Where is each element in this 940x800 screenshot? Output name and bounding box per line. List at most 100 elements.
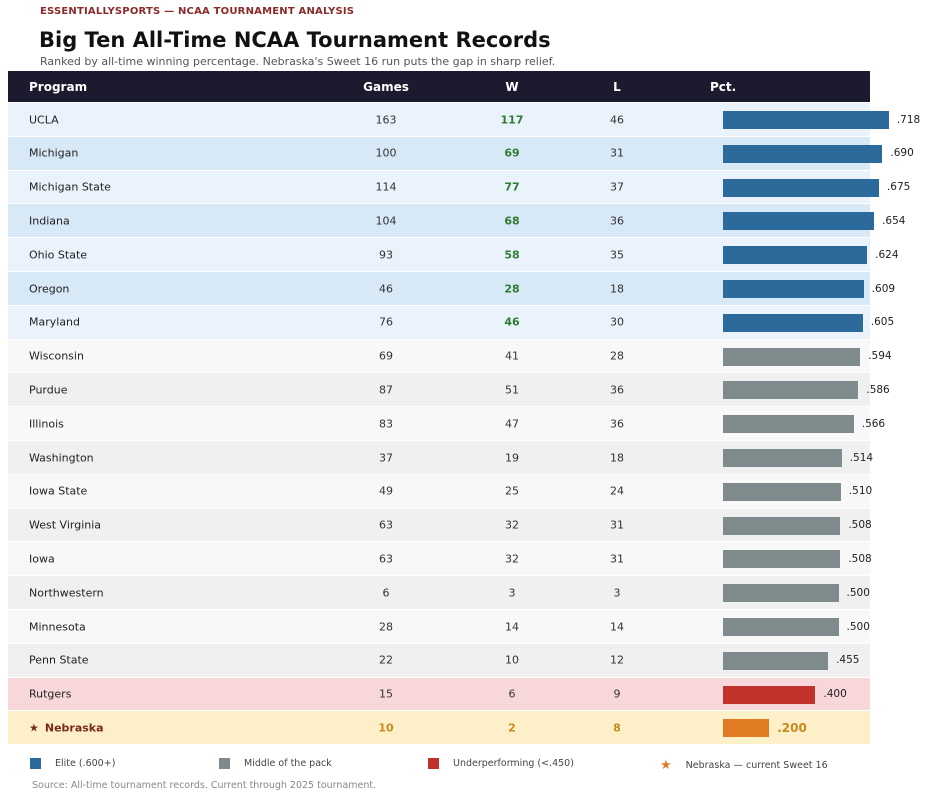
- pct-label: .500: [846, 620, 870, 633]
- losses-cell: 12: [610, 653, 624, 667]
- pct-label: .690: [890, 147, 914, 160]
- wins-cell: 77: [504, 180, 520, 194]
- pct-label: .508: [848, 552, 872, 565]
- games-cell: 163: [375, 113, 397, 126]
- star-icon: ★: [660, 758, 672, 773]
- wins-cell: 68: [504, 214, 520, 228]
- wins-cell: 28: [504, 282, 520, 295]
- games-cell: 10: [378, 721, 394, 735]
- program-name: Michigan State: [29, 180, 111, 194]
- page-title: Big Ten All-Time NCAA Tournament Records: [39, 28, 551, 52]
- pct-bar: [723, 212, 875, 231]
- program-name: UCLA: [29, 113, 59, 126]
- wins-cell: 69: [504, 146, 520, 160]
- pct-bar: [723, 651, 829, 670]
- wins-cell: 51: [505, 383, 519, 397]
- pct-bar: [723, 381, 859, 400]
- wins-cell: 10: [505, 653, 519, 667]
- pct-label: .609: [871, 282, 896, 295]
- table-row: UCLA 163 117 46 .718: [8, 102, 920, 136]
- games-cell: 6: [382, 586, 390, 600]
- pct-label: .508: [848, 519, 872, 532]
- pct-label: .586: [866, 383, 890, 396]
- table-row: Minnesota 28 14 14 .500: [8, 609, 870, 643]
- losses-cell: 8: [613, 721, 621, 735]
- program-name: ★ Nebraska: [29, 721, 104, 735]
- table-row: Michigan 100 69 31 .690: [8, 135, 914, 170]
- wins-cell: 47: [505, 417, 519, 431]
- program-name: Oregon: [29, 282, 70, 295]
- table-row: Michigan State 114 77 37 .675: [8, 169, 910, 204]
- table-row: Oregon 46 28 18 .609: [8, 271, 895, 305]
- wins-cell: 2: [508, 721, 516, 735]
- program-name: Illinois: [29, 417, 64, 431]
- wins-cell: 25: [505, 484, 519, 498]
- pct-bar: [723, 584, 839, 603]
- program-name: Washington: [29, 451, 94, 464]
- table-row: Iowa State 49 25 24 .510: [8, 473, 872, 508]
- pct-label: .500: [846, 586, 870, 599]
- wins-cell: 14: [505, 620, 519, 633]
- program-name: Ohio State: [29, 248, 88, 262]
- games-cell: 49: [379, 484, 393, 498]
- col-games: Games: [363, 79, 409, 94]
- pct-bar: [723, 347, 861, 366]
- legend-item: Underperforming (<.450): [428, 758, 574, 769]
- games-cell: 46: [379, 282, 393, 295]
- col-pct: Pct.: [710, 79, 737, 94]
- pct-bar: [723, 415, 854, 434]
- games-cell: 69: [379, 349, 393, 363]
- wins-cell: 6: [508, 687, 516, 701]
- losses-cell: 18: [610, 451, 624, 464]
- program-name: West Virginia: [29, 518, 102, 532]
- games-cell: 63: [379, 552, 393, 566]
- losses-cell: 3: [613, 586, 621, 600]
- pct-bar: [723, 280, 864, 298]
- col-l: L: [613, 79, 621, 94]
- legend-swatch: [219, 758, 230, 769]
- pct-bar: [723, 144, 883, 163]
- program-name: Michigan: [29, 146, 79, 160]
- table-row: Maryland 76 46 30 .605: [8, 304, 894, 339]
- pct-bar: [723, 313, 863, 332]
- losses-cell: 28: [610, 349, 624, 363]
- games-cell: 37: [379, 451, 393, 464]
- legend-label: Underperforming (<.450): [453, 758, 574, 769]
- pct-label: .675: [886, 181, 911, 194]
- pct-bar: [723, 111, 889, 129]
- pct-label: .654: [882, 214, 906, 227]
- losses-cell: 31: [610, 552, 624, 566]
- pct-bar: [723, 550, 841, 569]
- losses-cell: 36: [610, 214, 624, 228]
- pct-label: .624: [875, 248, 899, 261]
- program-name: Iowa: [29, 552, 55, 566]
- table-header: Program Games W L Pct.: [8, 71, 870, 102]
- pct-label: .455: [836, 654, 860, 667]
- pct-bar: [723, 178, 879, 197]
- program-name: Northwestern: [29, 586, 104, 600]
- table-row: Iowa 63 32 31 .508: [8, 541, 872, 576]
- pct-bar: [723, 618, 839, 636]
- wins-cell: 58: [504, 248, 520, 262]
- pct-bar: [723, 449, 842, 467]
- table-row: West Virginia 63 32 31 .508: [8, 507, 872, 542]
- wins-cell: 41: [505, 349, 519, 363]
- pct-bar: [723, 482, 841, 501]
- losses-cell: 24: [610, 484, 624, 498]
- legend-item: Middle of the pack: [219, 758, 332, 769]
- legend-label: Elite (.600+): [55, 758, 116, 769]
- pct-bar: [723, 516, 841, 535]
- pct-label: .594: [868, 350, 892, 363]
- games-cell: 28: [379, 620, 393, 633]
- table-row: Washington 37 19 18 .514: [8, 440, 873, 474]
- legend-swatch: [428, 758, 439, 769]
- program-name: Indiana: [29, 214, 70, 228]
- table-row: Purdue 87 51 36 .586: [8, 372, 890, 407]
- program-name: Purdue: [29, 383, 68, 397]
- program-name: Iowa State: [29, 484, 88, 498]
- table-row: Northwestern 6 3 3 .500: [8, 575, 870, 610]
- losses-cell: 9: [613, 687, 621, 701]
- table-row: Wisconsin 69 41 28 .594: [8, 338, 892, 373]
- wins-cell: 46: [504, 315, 520, 329]
- losses-cell: 31: [610, 518, 624, 532]
